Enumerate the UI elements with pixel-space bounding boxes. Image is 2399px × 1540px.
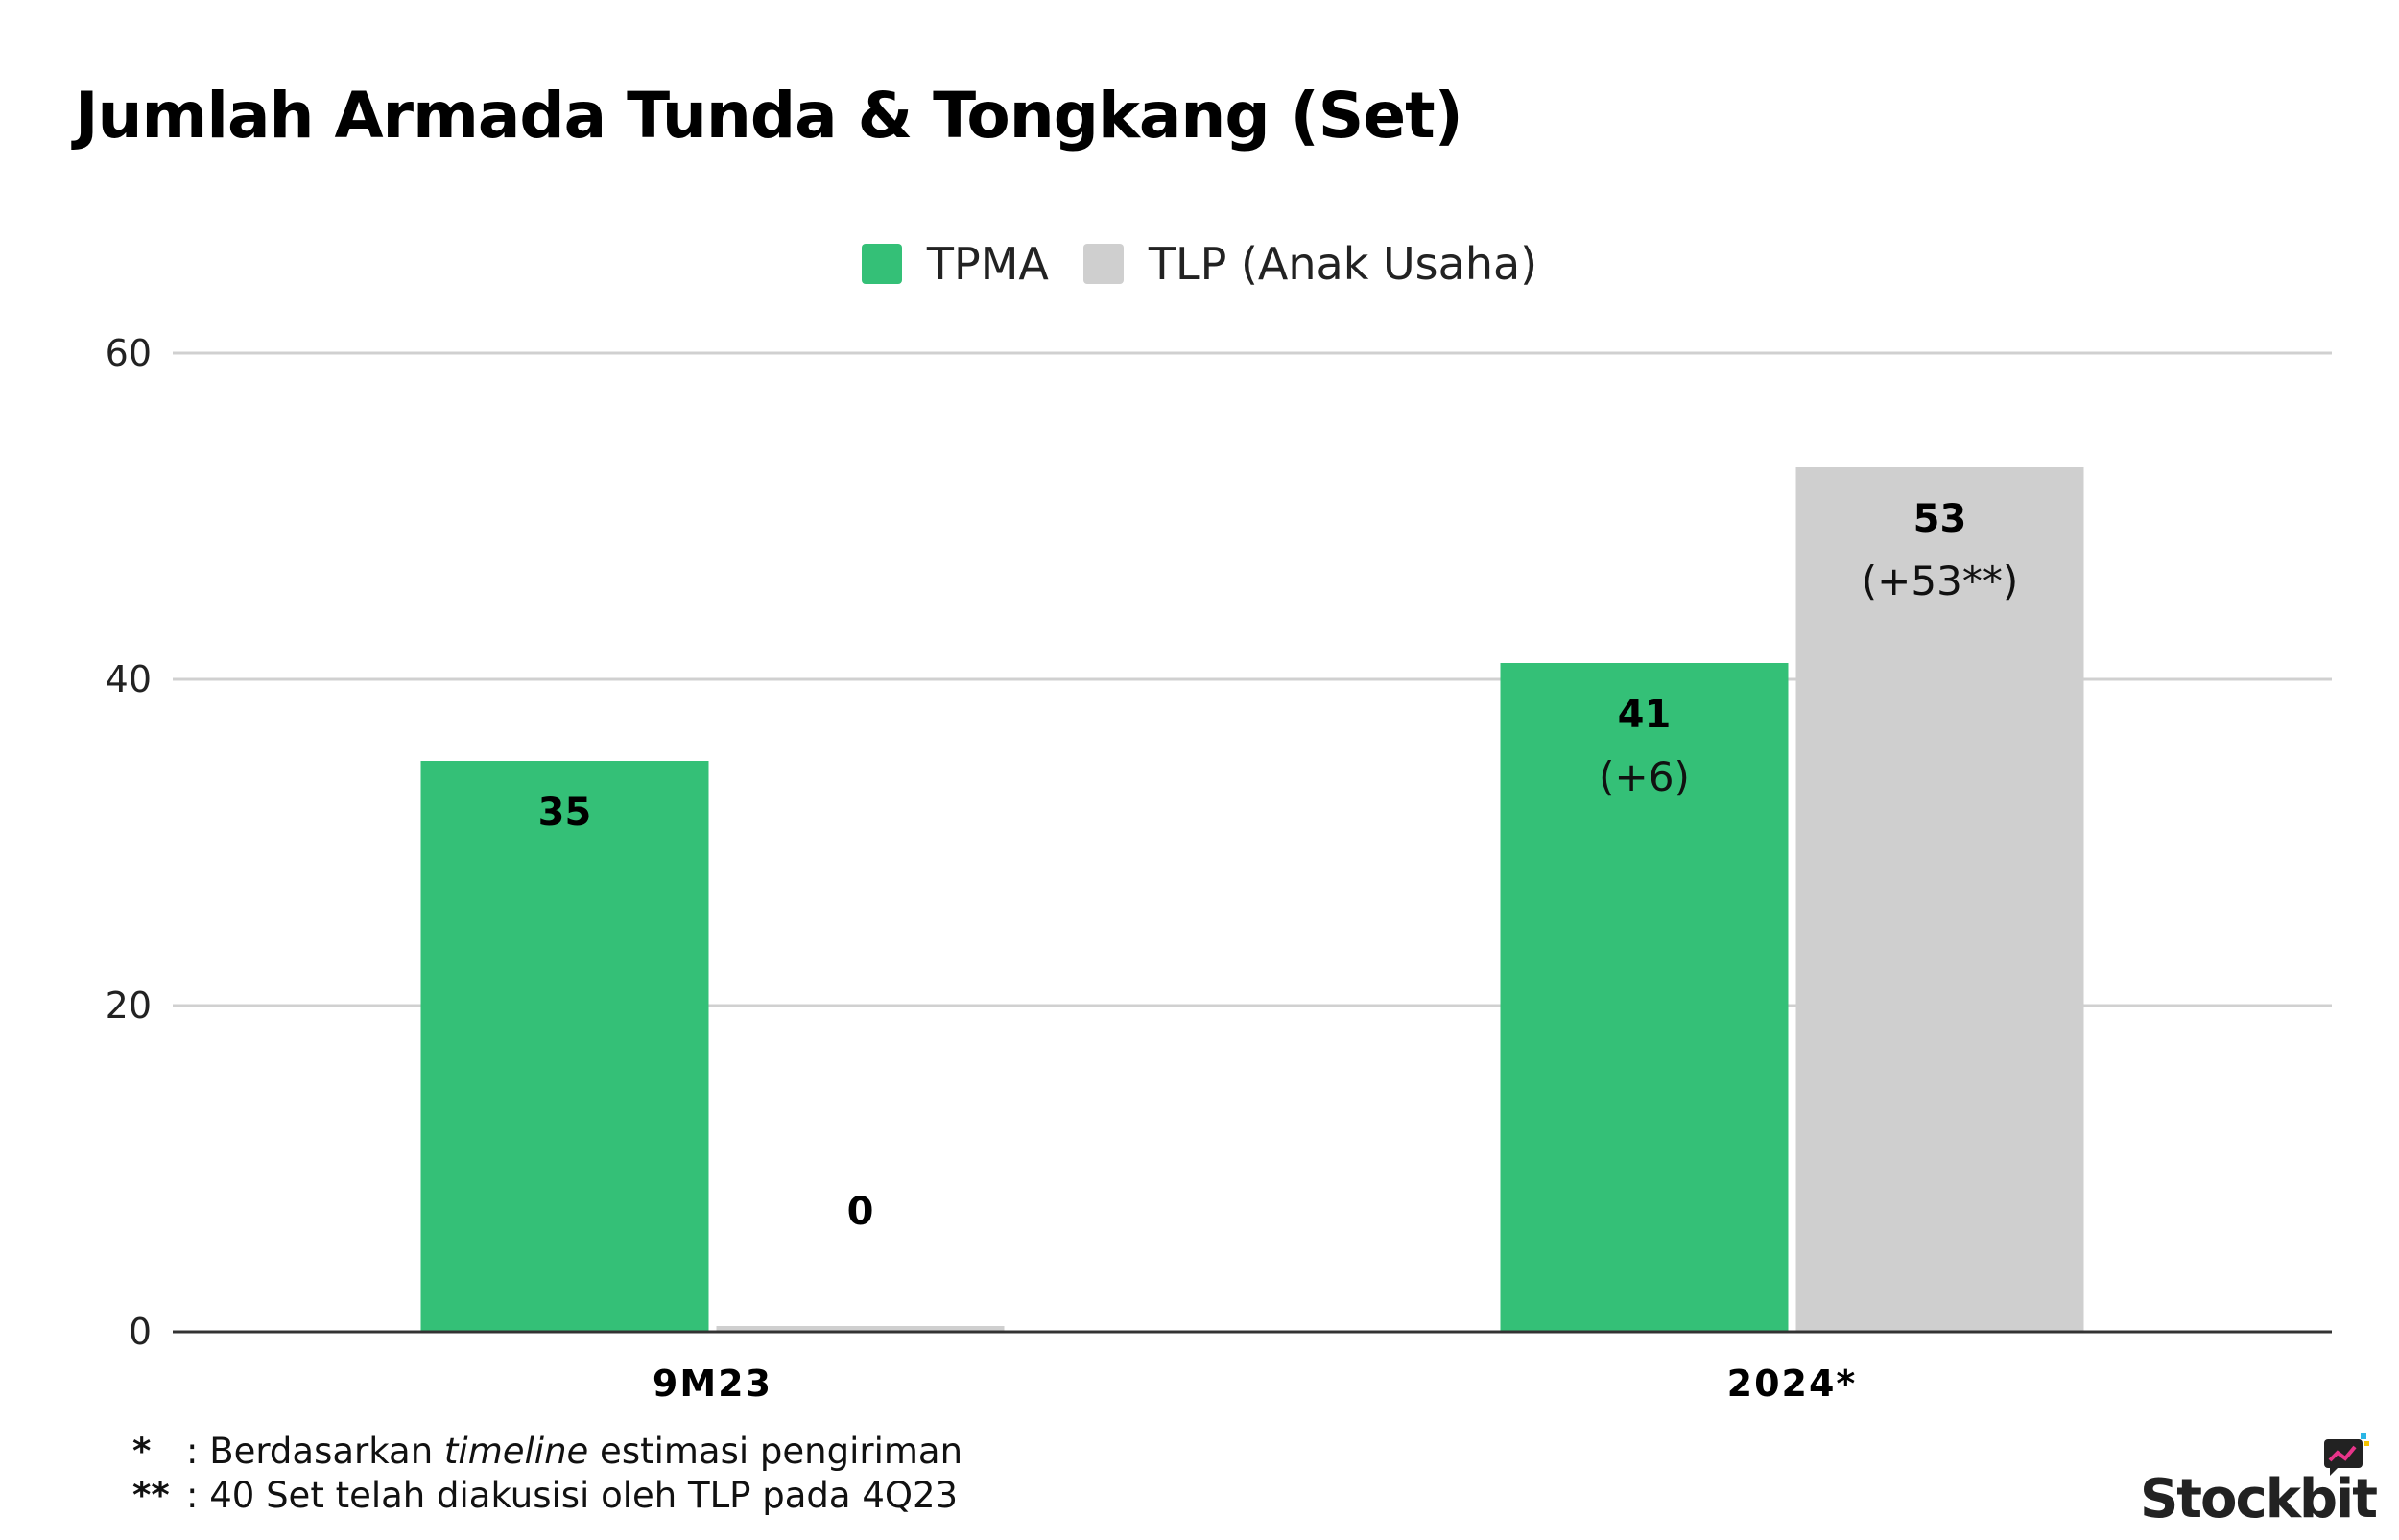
bar [1500, 663, 1789, 1332]
legend-swatch-tpma [861, 244, 902, 284]
data-label: 0 [847, 1190, 874, 1234]
data-label: 41 [1618, 693, 1672, 737]
footnote-1-mark: * [132, 1431, 152, 1472]
data-labels: 35 0 41 (+6) 53 (+53**) [538, 497, 2019, 1234]
footnote-2-mark: ** [132, 1475, 170, 1516]
data-label: 53 [1913, 497, 1967, 541]
chat-bubble-chart-icon [2324, 1433, 2369, 1476]
x-tick-label: 9M23 [653, 1362, 772, 1405]
y-tick-label: 0 [129, 1311, 152, 1353]
bar [716, 1326, 1005, 1332]
footnote-1-italic: timeline [443, 1431, 589, 1472]
brand-name: Stockbit [2139, 1468, 2378, 1530]
y-tick-label: 60 [106, 332, 152, 374]
footnote-1-text: : Berdasarkan timeline estimasi pengirim… [186, 1430, 962, 1474]
legend-label-tpma: TPMA [926, 238, 1049, 290]
footnotes: * : Berdasarkan timeline estimasi pengir… [132, 1430, 962, 1518]
bars [420, 467, 2084, 1332]
footnote-1-prefix: : Berdasarkan [186, 1431, 444, 1472]
data-label: 35 [538, 791, 592, 835]
bar [1795, 467, 2084, 1332]
legend-item-tlp: TLP (Anak Usaha) [1082, 238, 1538, 290]
x-tick-label: 2024* [1727, 1362, 1858, 1405]
axes: 0 20 40 60 9M23 2024* [106, 332, 2332, 1405]
data-sublabel: (+53**) [1862, 557, 2018, 604]
bar [420, 761, 709, 1332]
legend: TPMA TLP (Anak Usaha) [0, 238, 2399, 290]
y-tick-label: 20 [106, 984, 152, 1027]
chart-title: Jumlah Armada Tunda & Tongkang (Set) [75, 79, 1463, 153]
y-tick-label: 40 [106, 658, 152, 700]
data-sublabel: (+6) [1599, 753, 1690, 800]
brand-logo: Stockbit [2139, 1433, 2378, 1530]
footnote-2: ** : 40 Set telah diakusisi oleh TLP pad… [132, 1474, 962, 1518]
legend-swatch-tlp [1082, 244, 1124, 284]
footnote-1-suffix: estimasi pengiriman [588, 1431, 963, 1472]
footnote-1: * : Berdasarkan timeline estimasi pengir… [132, 1430, 962, 1474]
legend-label-tlp: TLP (Anak Usaha) [1148, 238, 1538, 290]
footnote-2-text: : 40 Set telah diakusisi oleh TLP pada 4… [186, 1475, 959, 1516]
legend-item-tpma: TPMA [861, 238, 1049, 290]
